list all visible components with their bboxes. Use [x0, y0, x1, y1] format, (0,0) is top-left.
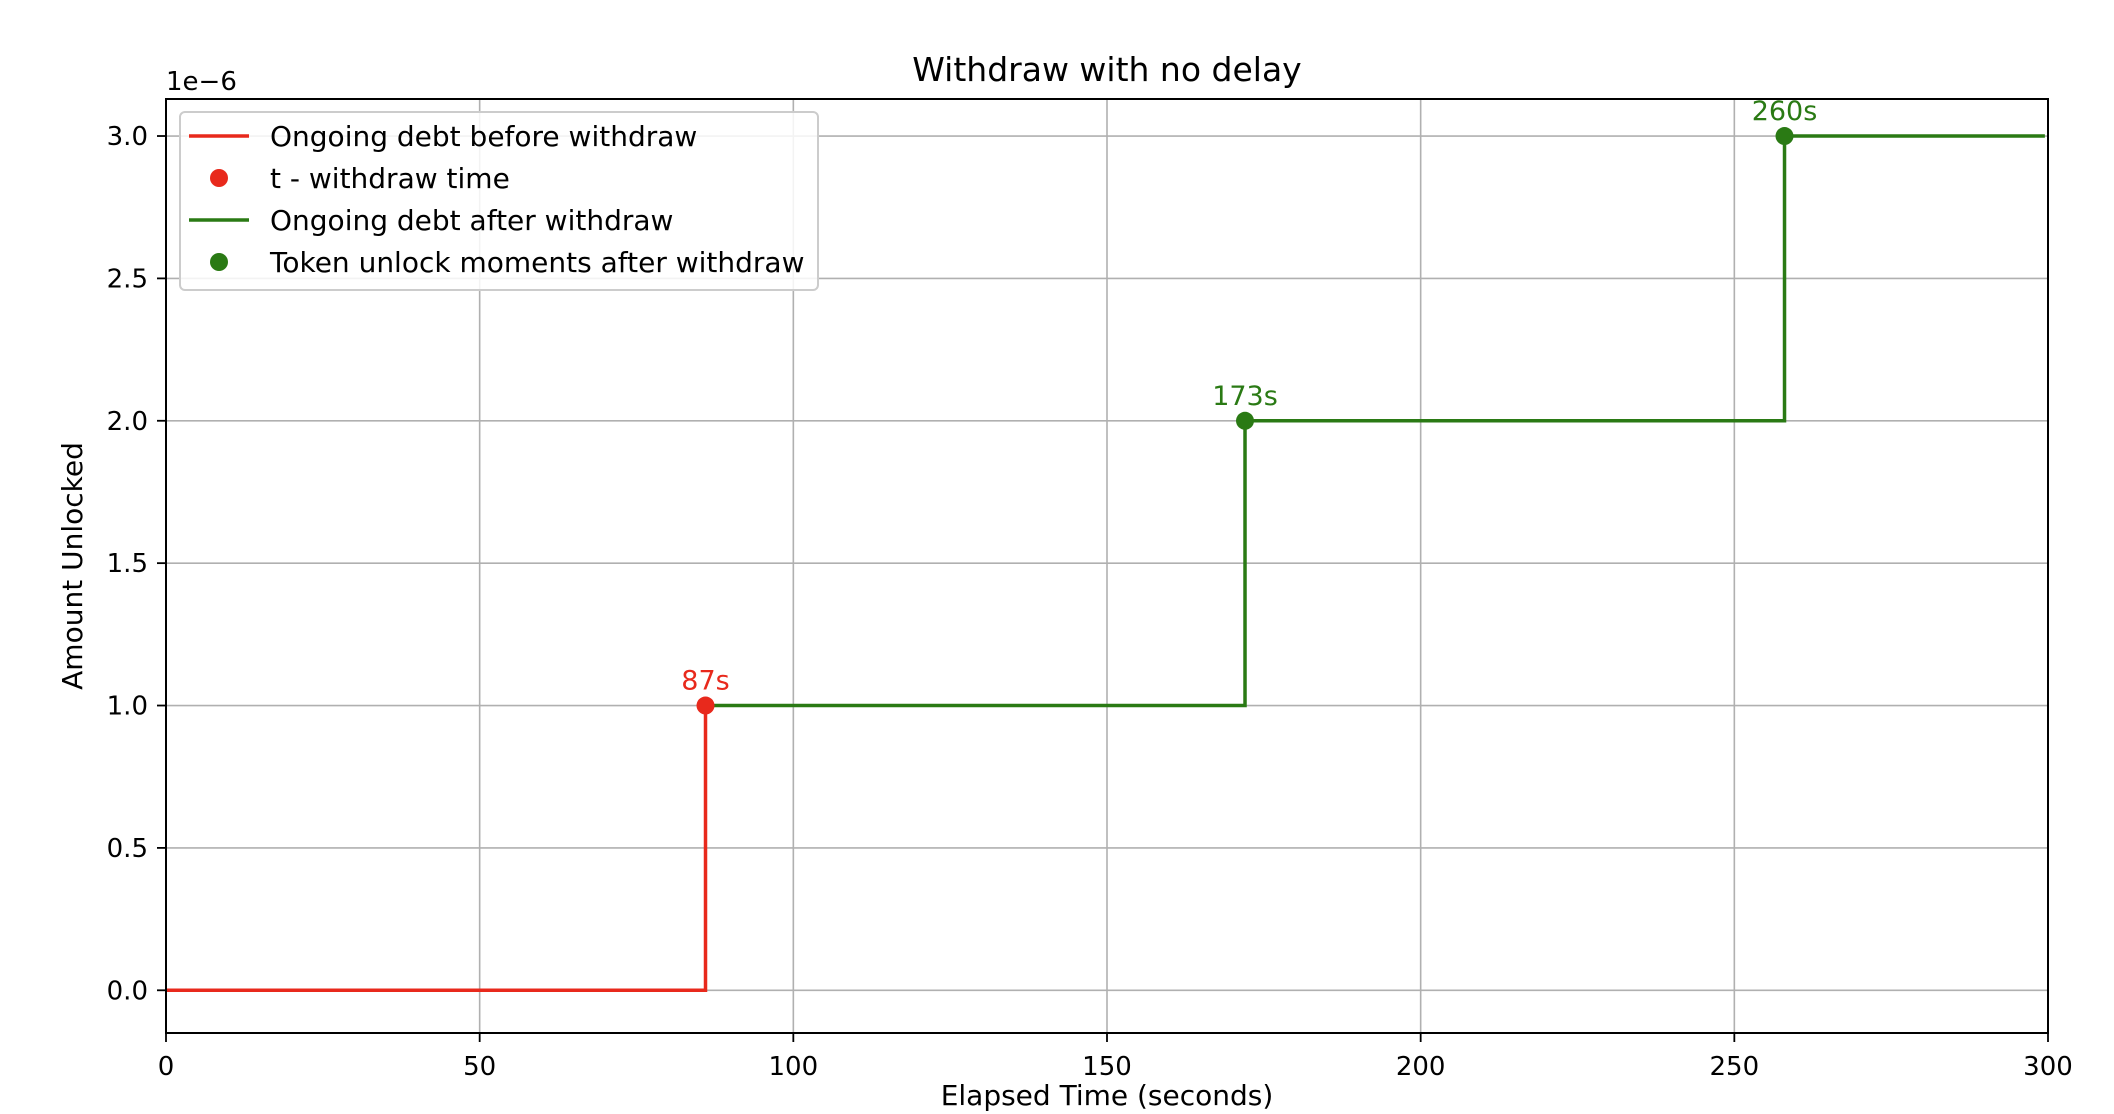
series-point-1 — [696, 696, 715, 715]
y-tick-label: 0.5 — [107, 834, 148, 864]
y-tick-label: 1.0 — [107, 692, 148, 722]
x-tick-label: 50 — [463, 1052, 496, 1082]
legend-marker-swatch — [210, 253, 228, 271]
legend-marker-swatch — [210, 169, 228, 187]
series-line-2 — [705, 134, 2045, 708]
legend-box — [179, 111, 819, 291]
x-axis-label: Elapsed Time (seconds) — [941, 1079, 1274, 1112]
legend-entry-label: Ongoing debt after withdraw — [270, 204, 673, 237]
y-offset-text: 1e−6 — [166, 67, 237, 97]
legend-entry-label: Ongoing debt before withdraw — [270, 120, 697, 153]
annotation-label: 87s — [681, 666, 729, 697]
x-tick-label: 0 — [158, 1052, 175, 1082]
y-tick-label: 3.0 — [107, 122, 148, 152]
series-line-0 — [166, 705, 708, 993]
y-tick-label: 1.5 — [107, 549, 148, 579]
annotations: 87s 173s 260s — [681, 96, 1817, 697]
y-tick-label: 2.0 — [107, 407, 148, 437]
y-tick-label: 0.0 — [107, 976, 148, 1006]
series-point-3 — [1236, 411, 1255, 430]
x-tick-label: 150 — [1082, 1052, 1132, 1082]
y-axis-label: Amount Unlocked — [56, 442, 89, 690]
chart-title: Withdraw with no delay — [912, 50, 1301, 89]
plot-series — [166, 127, 2045, 993]
x-axis-ticks: 0 50 100 150 200 250 300 — [158, 1033, 2073, 1082]
series-point-3 — [1775, 127, 1794, 146]
legend-entry-label: t - withdraw time — [270, 162, 510, 195]
x-tick-label: 250 — [1710, 1052, 1760, 1082]
legend: Ongoing debt before withdraw t - withdraw… — [179, 111, 819, 291]
legend-entry-label: Token unlock moments after withdraw — [269, 246, 805, 279]
y-axis-ticks: 0.0 0.5 1.0 1.5 2.0 2.5 3.0 — [107, 122, 166, 1006]
y-tick-label: 2.5 — [107, 264, 148, 294]
x-tick-label: 300 — [2023, 1052, 2073, 1082]
x-tick-label: 100 — [769, 1052, 819, 1082]
x-tick-label: 200 — [1396, 1052, 1446, 1082]
annotation-label: 260s — [1752, 96, 1818, 127]
annotation-label: 173s — [1212, 381, 1278, 412]
